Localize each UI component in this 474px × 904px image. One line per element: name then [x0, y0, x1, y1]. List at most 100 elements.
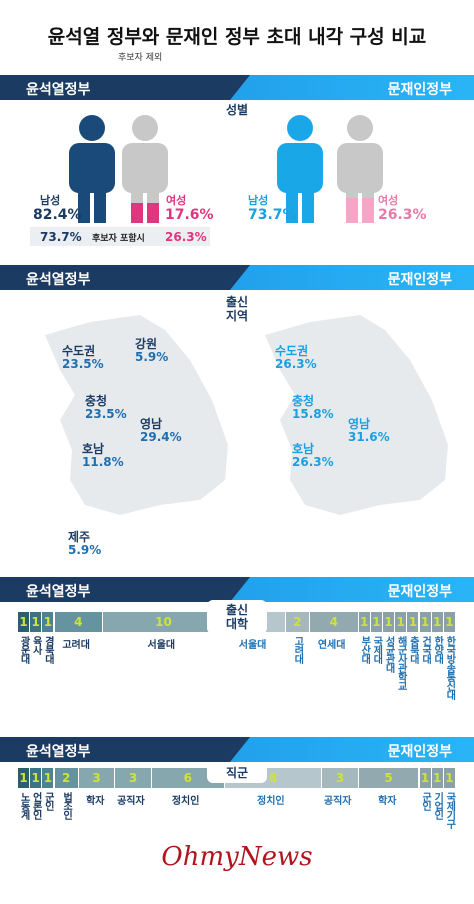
map-yoon [45, 315, 228, 515]
bar-segment: 3 [115, 768, 151, 788]
bar-segment: 1 [18, 612, 30, 632]
person-leg [286, 185, 298, 223]
bar-segment: 10 [103, 612, 224, 632]
person-leg [94, 185, 106, 223]
incl-male: 73.7% [40, 230, 82, 244]
header-yoon: 윤석열정부 [26, 272, 91, 288]
bar-label: 국제기구 [443, 792, 455, 828]
bar-segment: 4 [310, 612, 358, 632]
bar-label: 군인 [42, 792, 54, 810]
bar-label: 연세대 [317, 640, 346, 651]
region-name: 수도권 [275, 344, 309, 358]
header-yoon: 윤석열정부 [26, 82, 91, 98]
bar-label: 서울대 [147, 640, 176, 651]
region-name: 충청 [85, 394, 108, 408]
header-moon: 문재인정부 [387, 744, 452, 760]
bar-label: 학자 [86, 796, 105, 807]
header-left-bg [0, 737, 250, 762]
bar-label: 공직자 [117, 796, 145, 807]
person-leg-pink [346, 198, 358, 223]
section-label-line: 지역 [225, 309, 249, 323]
person-body [122, 143, 168, 193]
region-name: 충청 [292, 394, 315, 408]
region-value: 5.9% [68, 543, 102, 557]
female-value: 17.6% [165, 207, 214, 223]
footer-logo: OhmyNews [161, 842, 313, 872]
bar-label: 공직자 [323, 796, 352, 807]
bar-segment: 1 [30, 768, 42, 788]
bar-segment: 2 [54, 768, 78, 788]
bar-segment: 1 [18, 768, 30, 788]
header-moon: 문재인정부 [387, 584, 452, 600]
person-leg-pink [147, 203, 159, 223]
region-value: 11.8% [82, 455, 124, 469]
section-label-line: 직군 [225, 766, 249, 780]
bar-label: 정치인 [171, 796, 200, 807]
bar-segment: 2 [285, 612, 309, 632]
incl-label: 후보자 포함시 [92, 234, 145, 244]
region-name: 영남 [140, 417, 163, 431]
section-label: 출신 지역 [207, 292, 267, 326]
person-leg-pink [362, 198, 374, 223]
section-label: 출신 대학 [207, 600, 267, 634]
female-label: 여성 [166, 194, 187, 207]
region-value: 5.9% [135, 350, 169, 364]
bar-label: 건국대 [419, 636, 431, 663]
bar-label: 언론인 [30, 792, 42, 819]
header-moon: 문재인정부 [387, 272, 452, 288]
bar-label: 학자 [378, 796, 397, 807]
bar-label: 충북대 [407, 636, 419, 663]
bar-label: 육사 [30, 636, 42, 654]
header-left-bg [0, 75, 250, 100]
bar-segment: 6 [151, 768, 224, 788]
section-label: 직군 [207, 763, 267, 783]
region-name: 수도권 [62, 344, 96, 358]
bar-label: 서울대 [238, 640, 267, 651]
region-name: 제주 [68, 530, 91, 544]
header-moon: 문재인정부 [387, 82, 452, 98]
bar-label: 고려대 [291, 636, 303, 663]
bar-label: 노동계 [18, 792, 30, 819]
bar-label: 부산대 [358, 636, 370, 663]
bar-segment: 1 [383, 612, 395, 632]
region-name: 호남 [82, 442, 105, 456]
female-value: 26.3% [378, 207, 427, 223]
region-name: 호남 [292, 442, 315, 456]
section-header: 윤석열정부 문재인정부 [0, 577, 474, 602]
bar-segment: 1 [431, 612, 443, 632]
header-yoon: 윤석열정부 [26, 584, 91, 600]
male-value: 73.7% [248, 207, 297, 223]
person-leg [302, 185, 314, 223]
section-label-line: 대학 [225, 617, 249, 631]
bar-label: 국제대 [370, 636, 382, 663]
section-header: 윤석열정부 문재인정부 [0, 265, 474, 290]
map-shape [45, 315, 228, 515]
incl-female: 26.3% [165, 230, 207, 244]
region-value: 26.3% [275, 357, 317, 371]
region-value: 31.6% [348, 430, 390, 444]
bar-label: 광운대 [18, 636, 30, 663]
person-body [69, 143, 115, 193]
bar-segment: 1 [419, 768, 431, 788]
bar-segment: 1 [370, 612, 382, 632]
bar-segment: 5 [358, 768, 419, 788]
bar-segment: 1 [443, 612, 455, 632]
bar-segment: 1 [443, 768, 455, 788]
bar-label: 성균관대 [383, 636, 395, 672]
header-yoon: 윤석열정부 [26, 744, 91, 760]
note-box [30, 227, 210, 246]
header-left-bg [0, 577, 250, 602]
map-moon [265, 315, 448, 515]
bar-segment: 1 [358, 612, 370, 632]
section-label: 성별 [207, 100, 267, 120]
person-body [277, 143, 323, 193]
region-value: 26.3% [292, 455, 334, 469]
bar-label: 군인 [419, 792, 431, 810]
region-name: 강원 [135, 337, 158, 351]
male-label: 남성 [248, 194, 269, 207]
region-value: 29.4% [140, 430, 182, 444]
bar-label: 법조인 [60, 792, 72, 819]
section-label-line: 출신 [225, 295, 249, 309]
bar-segment: 3 [78, 768, 115, 788]
